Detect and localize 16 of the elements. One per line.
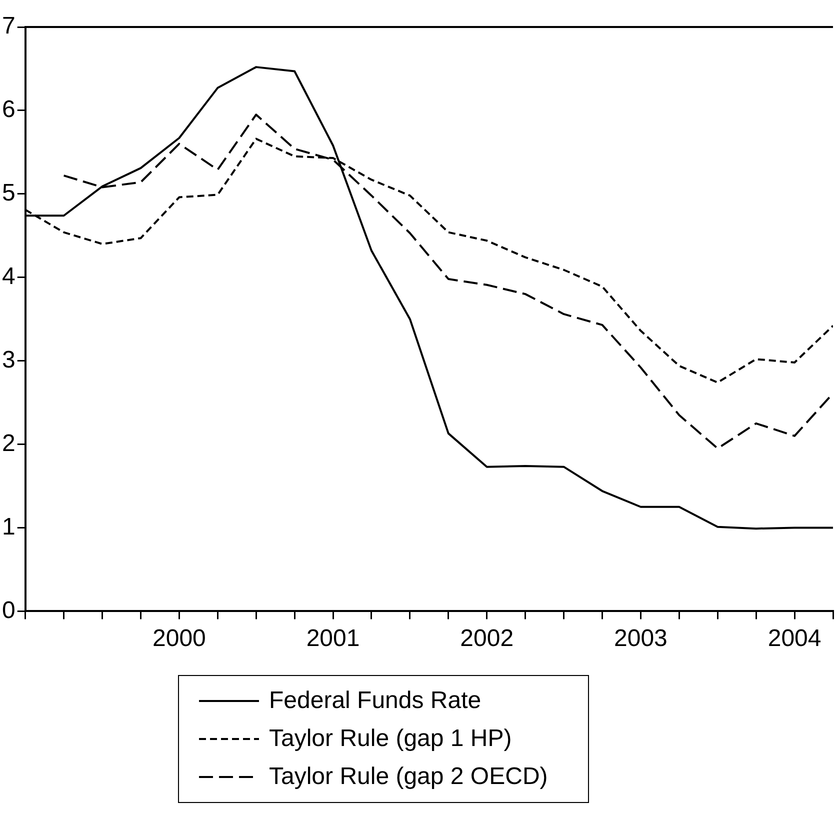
x-tick-label: 2000	[152, 625, 206, 652]
y-tick-label: 0	[2, 596, 16, 624]
y-tick-label: 7	[2, 12, 16, 40]
x-tick-label: 2003	[614, 625, 668, 652]
y-tick-label: 5	[2, 180, 16, 207]
x-tick-label: 2004	[768, 625, 822, 652]
x-tick-label: 2002	[460, 625, 514, 652]
legend-label: Taylor Rule (gap 2 OECD)	[269, 763, 548, 791]
y-tick-label: 1	[2, 513, 16, 540]
y-tick-label: 3	[2, 346, 16, 374]
x-tick-label: 2001	[306, 625, 360, 652]
legend-label: Taylor Rule (gap 1 HP)	[269, 725, 512, 753]
y-tick-label: 4	[2, 262, 16, 290]
y-tick-label: 2	[2, 430, 16, 457]
y-tick-label: 6	[2, 96, 16, 124]
legend-label: Federal Funds Rate	[269, 687, 482, 715]
